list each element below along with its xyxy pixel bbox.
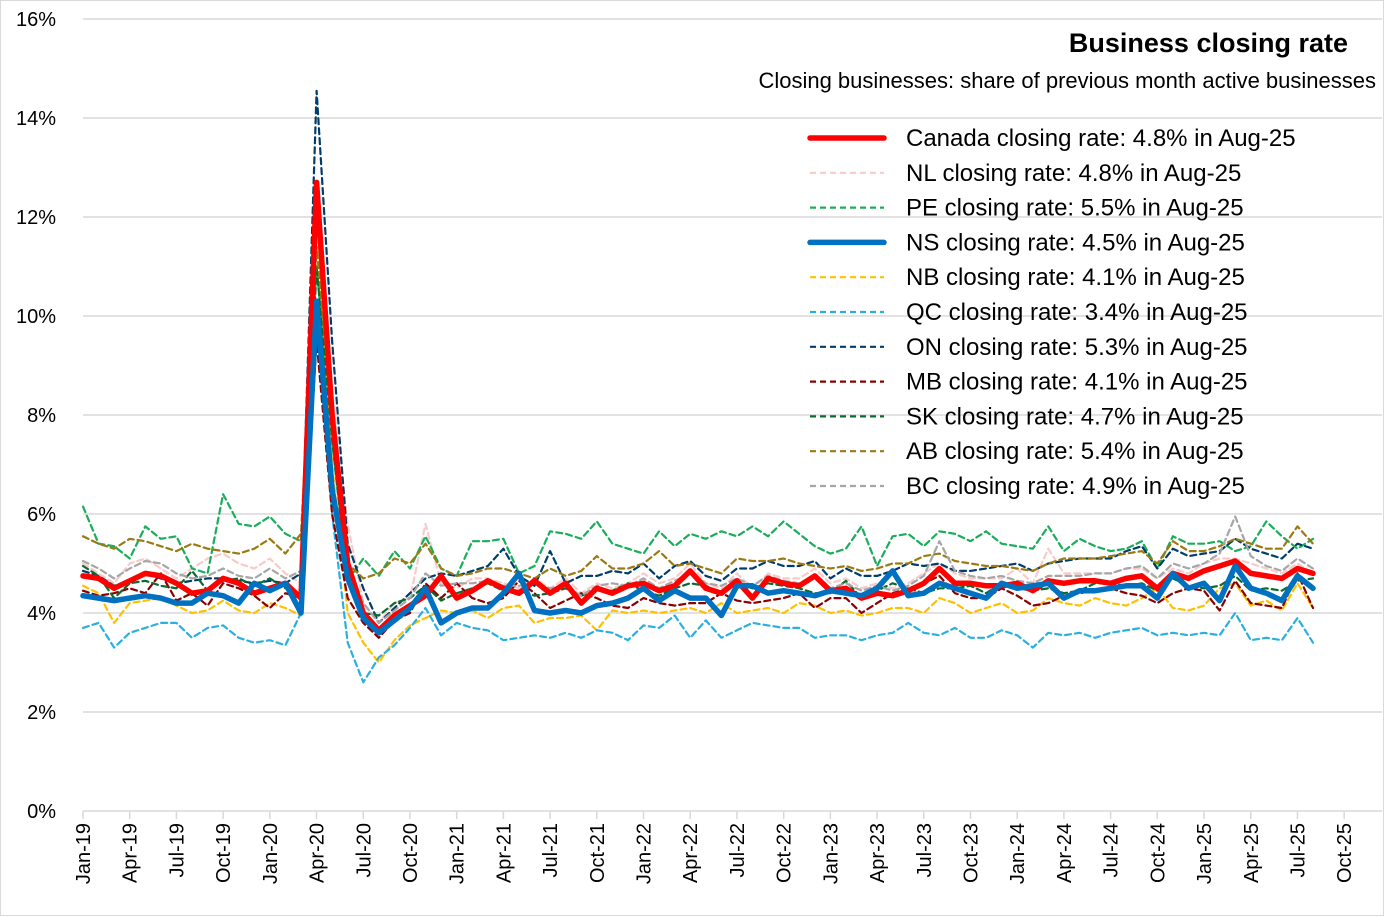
x-tick-label: Oct-19: [213, 823, 235, 883]
x-tick-label: Jul-25: [1287, 823, 1309, 877]
legend-item-canada: Canada closing rate: 4.8% in Aug-25: [807, 125, 1296, 152]
legend-label: MB closing rate: 4.1% in Aug-25: [906, 369, 1248, 396]
x-tick-label: Oct-20: [400, 823, 422, 883]
series-line-pe: [81, 265, 1315, 582]
x-tick-label: Apr-20: [307, 823, 329, 883]
y-tick-label: 6%: [27, 504, 56, 526]
legend-label: NS closing rate: 4.5% in Aug-25: [906, 229, 1245, 256]
x-axis-ticks: Jan-19 Apr-19 Jul-19 Oct-19 Jan-20 Apr-20 Jul-…: [73, 811, 1356, 884]
x-tick-label: Oct-24: [1147, 823, 1169, 883]
legend-item-ns: NS closing rate: 4.5% in Aug-25: [807, 229, 1245, 256]
x-tick-label: Jul-20: [353, 823, 375, 877]
legend-label: PE closing rate: 5.5% in Aug-25: [906, 195, 1244, 222]
y-tick-label: 8%: [27, 405, 56, 427]
legend-item-on: ON closing rate: 5.3% in Aug-25: [810, 334, 1248, 361]
legend-item-nl: NL closing rate: 4.8% in Aug-25: [810, 160, 1241, 187]
legend-label: NL closing rate: 4.8% in Aug-25: [906, 160, 1241, 187]
legend-label: QC closing rate: 3.4% in Aug-25: [906, 299, 1248, 326]
x-tick-label: Oct-21: [587, 823, 609, 883]
y-tick-label: 16%: [16, 9, 56, 31]
series-line-on: [81, 89, 1315, 625]
legend-item-ab: AB closing rate: 5.4% in Aug-25: [810, 438, 1244, 465]
x-tick-label: Apr-23: [867, 823, 889, 883]
x-tick-label: Oct-25: [1334, 823, 1356, 883]
legend-item-sk: SK closing rate: 4.7% in Aug-25: [810, 403, 1244, 430]
y-tick-label: 12%: [16, 207, 56, 229]
series-line-ns: [80, 298, 1316, 636]
series-lines: [80, 89, 1316, 684]
x-tick-label: Jul-24: [1101, 823, 1123, 877]
x-tick-label: Jan-19: [73, 823, 95, 884]
y-tick-label: 0%: [27, 801, 56, 823]
gridlines: [83, 18, 1382, 713]
series-line-ab: [81, 245, 1315, 580]
series-line-qc: [81, 314, 1315, 684]
legend-item-pe: PE closing rate: 5.5% in Aug-25: [810, 195, 1244, 222]
legend-label: AB closing rate: 5.4% in Aug-25: [906, 438, 1244, 465]
legend-item-bc: BC closing rate: 4.9% in Aug-25: [810, 473, 1245, 500]
y-tick-label: 4%: [27, 603, 56, 625]
x-tick-label: Jan-24: [1007, 823, 1029, 884]
y-axis-ticks: 0% 2% 4% 6% 8% 10% 12% 14% 16%: [16, 9, 56, 823]
x-tick-label: Jan-23: [820, 823, 842, 884]
legend-label: BC closing rate: 4.9% in Aug-25: [906, 473, 1245, 500]
x-tick-label: Apr-21: [493, 823, 515, 883]
legend-label: SK closing rate: 4.7% in Aug-25: [906, 403, 1244, 430]
chart-title: Business closing rate: [1069, 28, 1348, 58]
legend: Canada closing rate: 4.8% in Aug-25 NL cl…: [807, 125, 1296, 500]
x-tick-label: Apr-24: [1054, 823, 1076, 883]
legend-item-qc: QC closing rate: 3.4% in Aug-25: [810, 299, 1248, 326]
x-tick-label: Oct-22: [774, 823, 796, 883]
y-tick-label: 14%: [16, 108, 56, 130]
chart-subtitle: Closing businesses: share of previous mo…: [758, 68, 1376, 93]
x-tick-label: Jan-20: [260, 823, 282, 884]
x-tick-label: Jul-23: [914, 823, 936, 877]
x-tick-label: Jan-21: [447, 823, 469, 884]
legend-label: ON closing rate: 5.3% in Aug-25: [906, 334, 1248, 361]
x-tick-label: Apr-19: [120, 823, 142, 883]
series-line-nb: [81, 206, 1315, 664]
x-tick-label: Jul-22: [727, 823, 749, 877]
x-tick-label: Apr-25: [1241, 823, 1263, 883]
x-tick-label: Jan-25: [1194, 823, 1216, 884]
legend-label: NB closing rate: 4.1% in Aug-25: [906, 264, 1245, 291]
y-tick-label: 10%: [16, 306, 56, 328]
legend-label: Canada closing rate: 4.8% in Aug-25: [906, 125, 1296, 152]
x-tick-label: Jan-22: [634, 823, 656, 884]
x-tick-label: Jul-19: [166, 823, 188, 877]
y-tick-label: 2%: [27, 702, 56, 724]
legend-item-mb: MB closing rate: 4.1% in Aug-25: [810, 369, 1248, 396]
legend-item-nb: NB closing rate: 4.1% in Aug-25: [810, 264, 1245, 291]
x-tick-label: Apr-22: [680, 823, 702, 883]
x-tick-label: Jul-21: [540, 823, 562, 877]
x-tick-label: Oct-23: [960, 823, 982, 883]
